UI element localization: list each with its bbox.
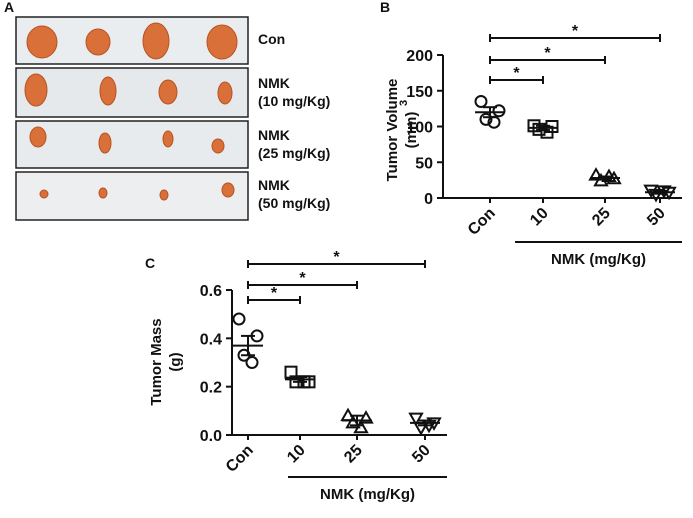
row-label: Con (258, 31, 285, 47)
y-tick-label: 200 (406, 48, 433, 65)
y-tick-label: 50 (415, 155, 433, 172)
point (232, 312, 246, 326)
significance-label: * (544, 45, 551, 62)
x-tick-label: Con (465, 205, 499, 239)
error-bar (418, 419, 432, 427)
chart-panel: C 0.0 0.2 0.4 0.6 Tumor Mass (g) Con 10 25 50 NMK (… (145, 249, 447, 503)
x-tick-label: 25 (341, 442, 366, 467)
point (492, 104, 506, 118)
significance-label: * (333, 249, 340, 266)
photo-row (15, 171, 249, 221)
x-tick-label: 50 (644, 205, 669, 230)
error-bar (598, 175, 612, 181)
y-axis-label: Tumor Volume (384, 79, 401, 182)
panel-label: B (380, 0, 390, 15)
y-axis-unit-superscript: 3 (398, 100, 410, 106)
x-tick-label: Con (223, 442, 257, 476)
photo-row (15, 67, 249, 118)
y-axis-label: Tumor Mass (148, 318, 165, 405)
x-tick-label: 25 (589, 205, 614, 230)
point (245, 356, 259, 369)
tumors (24, 22, 238, 201)
error-bar (293, 376, 307, 383)
y-tick-label: 0.6 (200, 283, 222, 300)
error-bar (350, 414, 364, 427)
panel-label: C (145, 255, 155, 271)
point (588, 167, 604, 181)
y-tick-label: 0.0 (200, 428, 222, 445)
x-tick-label: 10 (527, 205, 552, 230)
point (353, 419, 369, 434)
panel-label: A (4, 0, 14, 15)
photo-panel: A (4, 0, 249, 221)
error-bar (653, 189, 667, 195)
row-label: NMK (10 mg/Kg) (258, 75, 330, 109)
point (474, 94, 488, 108)
error-bar (536, 124, 550, 132)
y-tick-label: 0.2 (200, 380, 222, 397)
row-label: NMK (25 mg/Kg) (258, 127, 330, 161)
point (358, 410, 374, 424)
y-tick-label: 0.4 (200, 331, 222, 348)
significance-label: * (513, 65, 520, 82)
x-group-label: NMK (mg/Kg) (551, 251, 646, 268)
x-group-label: NMK (mg/Kg) (320, 486, 415, 503)
error-bar (483, 106, 497, 119)
chart-panel: B 0 50 100 150 200 Tumor Volume (mm) 3 Con 10 25 50 N… (380, 0, 682, 268)
point (408, 412, 424, 427)
y-tick-label: 150 (406, 84, 433, 101)
significance-label: * (271, 285, 278, 302)
significance-label: * (299, 270, 306, 287)
x-tick-label: 10 (284, 442, 309, 467)
point (479, 112, 493, 126)
error-bar (241, 334, 255, 357)
y-axis-unit: (mm) (403, 112, 420, 149)
x-tick-label: 50 (409, 442, 434, 467)
y-axis-unit: (g) (167, 352, 184, 371)
significance-label: * (572, 23, 579, 40)
row-label: NMK (50 mg/Kg) (258, 177, 330, 211)
y-tick-label: 0 (424, 191, 433, 208)
photo-row (15, 120, 249, 169)
y-tick-label: 100 (406, 120, 433, 137)
